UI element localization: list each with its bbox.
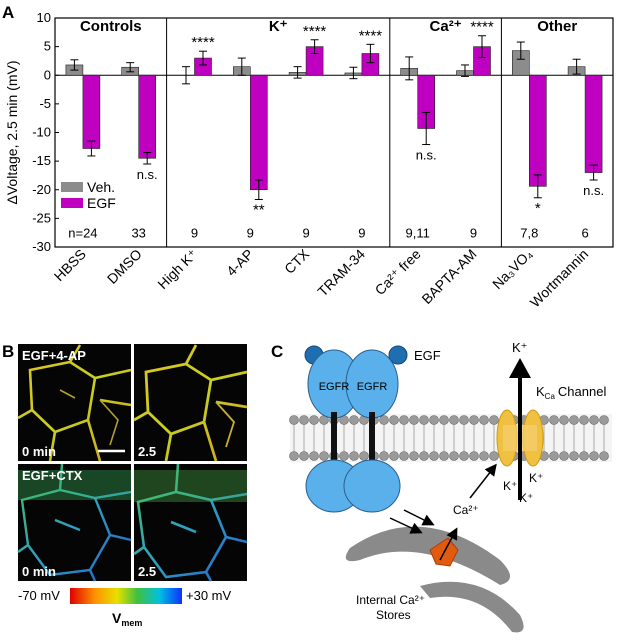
bar-egf-1 [138, 74, 156, 159]
y-tick-label: -20 [32, 182, 51, 197]
significance-label: **** [303, 23, 327, 40]
group-title: Controls [80, 18, 142, 35]
y-tick-label: 10 [37, 10, 51, 25]
bar-egf-0 [82, 74, 101, 149]
group-title: K⁺ [269, 18, 288, 35]
significance-label: **** [359, 27, 383, 44]
x-tick-label: CTX [281, 245, 313, 277]
y-tick-label: 5 [44, 39, 51, 54]
egfr-receptor-dimer [304, 345, 408, 513]
n-label: 9 [358, 226, 365, 241]
n-label: 9 [470, 226, 477, 241]
y-tick-label: -5 [39, 96, 51, 111]
y-tick-label: -15 [32, 153, 51, 168]
stores-label-line1: Internal Ca²⁺ [356, 593, 425, 607]
significance-label: * [535, 200, 541, 217]
colorbar: -70 mV +30 mV Vmem [18, 588, 231, 628]
significance-label: n.s. [416, 148, 437, 163]
x-tick-label: Na₃VO₄ [489, 246, 536, 293]
colorbar-min-label: -70 mV [18, 588, 60, 603]
n-label: 9 [191, 226, 198, 241]
kca-channel-label: KCa Channel [536, 384, 606, 401]
k-ion-top: K⁺ [512, 340, 528, 355]
cell-membrane [289, 414, 612, 462]
panel-label-b: B [2, 342, 14, 361]
x-tick-label: Ca²⁺ free [372, 246, 424, 298]
ca-release-arrow [439, 527, 458, 561]
kca-channel [496, 409, 544, 467]
time-label-3: 0 min [22, 564, 56, 579]
egfr-label-left: EGFR [319, 381, 350, 393]
micrograph-ctx-2.5min [133, 463, 248, 582]
bar-egf-8 [528, 74, 547, 187]
y-tick-label: 0 [44, 67, 51, 82]
micrograph-grid: EGF+4-AP EGF+CTX 0 min 2.5 0 min 2.5 [17, 344, 248, 582]
significance-label: n.s. [137, 167, 158, 182]
y-axis-label: ΔVoltage, 2.5 min (mV) [4, 61, 20, 205]
bar-egf-9 [584, 74, 603, 173]
panel-label-c: C [271, 342, 283, 361]
group-title: Other [537, 18, 577, 35]
x-tick-label: TRAM-34 [314, 246, 368, 300]
stores-label-line2: Stores [376, 608, 411, 622]
legend-label: EGF [87, 195, 116, 211]
egfr-signal-arrow-1 [389, 517, 423, 534]
time-label-4: 2.5 [138, 564, 156, 579]
ca-ion-label: Ca²⁺ [453, 503, 479, 517]
legend-swatch-veh [61, 182, 83, 192]
k-efflux-arrowhead [509, 358, 531, 378]
y-tick-label: -30 [32, 239, 51, 254]
time-label-2: 2.5 [138, 444, 156, 459]
k-ion-1: K⁺ [503, 479, 517, 493]
significance-label: ** [253, 201, 265, 218]
significance-label: n.s. [583, 183, 604, 198]
x-tick-label: BAPTA-AM [418, 246, 479, 307]
signaling-diagram: EGFR EGFR EGF K⁺ KCa Channel K⁺ K⁺ K⁺ Ca²… [289, 340, 612, 633]
n-label: 6 [581, 226, 588, 241]
time-label-1: 0 min [22, 444, 56, 459]
legend-swatch-egf [61, 198, 83, 208]
panel-label-a: A [2, 3, 14, 22]
x-tick-label: 4-AP [223, 246, 256, 279]
n-label: 9,11 [406, 226, 430, 241]
egf-label: EGF [414, 348, 441, 363]
colorbar-gradient [70, 588, 182, 604]
n-label: 9 [302, 226, 309, 241]
x-tick-label: High K⁺ [154, 246, 200, 292]
ca-to-channel-arrow [469, 463, 497, 499]
colorbar-title: Vmem [112, 610, 142, 628]
egfr-signal-arrow-2 [403, 509, 435, 526]
egfr-label-right: EGFR [357, 381, 388, 393]
x-tick-label: HBSS [51, 246, 89, 284]
k-ion-3: K⁺ [519, 491, 533, 505]
n-label: 9 [247, 226, 254, 241]
micrograph-label-ctx: EGF+CTX [22, 468, 83, 483]
micrograph-label-4ap: EGF+4-AP [22, 348, 86, 363]
x-tick-label: DMSO [104, 246, 145, 287]
bar-chart: 10 5 0 -5 -10 -15 -20 -25 -30 ΔVoltage, 2.5 min (… [4, 10, 614, 311]
group-title: Ca²⁺ [430, 18, 462, 35]
y-tick-label: -25 [32, 210, 51, 225]
n-label: 33 [131, 226, 145, 241]
significance-label: **** [470, 19, 494, 36]
n-label: 7,8 [520, 226, 538, 241]
n-label: n=24 [68, 226, 97, 241]
significance-label: **** [191, 34, 215, 51]
x-tick-label: Wortmannin [527, 246, 592, 311]
y-tick-label: -10 [32, 125, 51, 140]
k-ion-2: K⁺ [529, 471, 543, 485]
micrograph-4ap-2.5min [133, 344, 248, 462]
micrograph-4ap-0min [17, 344, 132, 462]
legend-label: Veh. [87, 179, 115, 195]
internal-ca-stores [345, 526, 524, 633]
micrograph-ctx-0min [17, 463, 132, 582]
bar-egf-3 [250, 74, 268, 191]
colorbar-max-label: +30 mV [186, 588, 231, 603]
